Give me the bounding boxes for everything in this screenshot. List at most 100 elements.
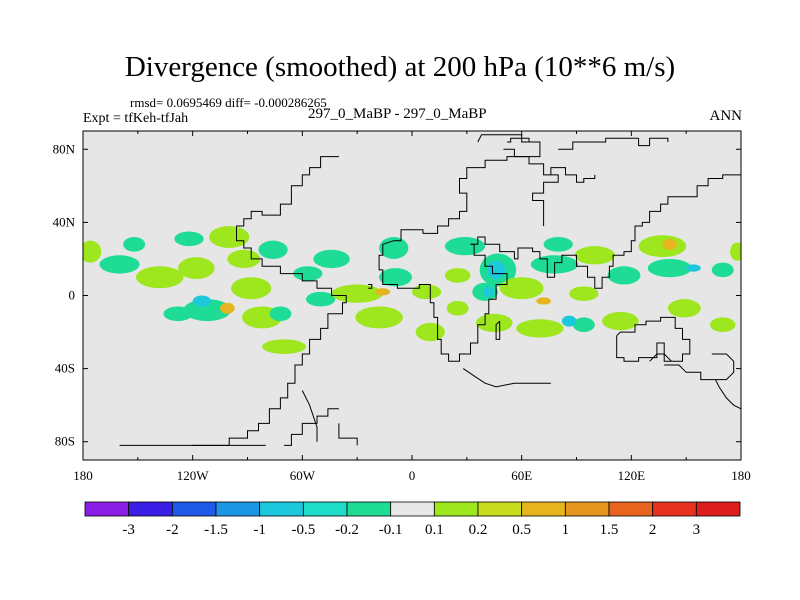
coastline [378,240,508,362]
divergence-contour [667,299,701,318]
x-tick-label: 120E [618,468,646,483]
x-tick-label: 60E [511,468,532,483]
divergence-contour [375,288,391,296]
divergence-contour [83,240,102,263]
colorbar-label: 1.5 [600,522,619,538]
case-label: 297_0_MaBP - 297_0_MaBP [308,106,487,122]
divergence-contour [475,313,513,333]
divergence-contour [569,286,599,301]
divergence-contour [313,249,350,269]
divergence-contour [483,286,495,298]
colorbar-box [171,501,217,517]
divergence-contour [572,317,595,333]
divergence-contour [499,277,544,300]
divergence-contour [516,319,564,338]
divergence-contour [262,339,306,354]
colorbar-box [521,501,566,517]
x-tick-label: 60W [290,468,316,483]
x-tick-label: 0 [409,468,416,483]
colorbar-box [390,501,435,517]
divergence-contour [379,237,409,259]
colorbar-label: 0.1 [425,522,444,538]
divergence-contour [444,237,486,256]
divergence-contour [258,240,288,259]
coastline [503,148,541,158]
coastline [393,156,559,242]
coastline [649,353,672,362]
divergence-contour [647,258,692,278]
divergence-contour [379,268,412,287]
experiment-label: Expt = tfKeh-tfJah [83,111,189,126]
colorbar-label: 3 [693,522,701,538]
colorbar-box [608,501,654,517]
coastline [301,390,318,442]
divergence-contour [561,315,577,327]
coastline [507,137,530,143]
coastline [664,364,741,410]
colorbar-box [346,501,392,517]
colorbar-label: -1 [253,522,266,538]
x-tick-label: 120W [177,468,210,483]
divergence-contour [99,255,140,274]
divergence-contour [355,306,403,329]
coastline [368,284,373,289]
colorbar-box [302,501,348,517]
divergence-contour [686,264,701,272]
divergence-contour [269,306,292,322]
y-tick-label: 80N [53,141,76,156]
coastline [470,174,741,289]
colorbar-box [84,501,130,517]
divergence-contour [293,266,323,281]
divergence-contour [607,266,641,285]
divergence-contour [231,277,272,300]
divergence-contour [123,237,146,252]
colorbar-label: 1 [562,522,570,538]
colorbar-label: -2 [166,522,179,538]
colorbar-label: -3 [122,522,135,538]
colorbar-box [695,501,741,517]
colorbar-box [259,501,304,517]
colorbar-box [433,501,479,517]
divergence-contour [444,268,471,283]
coastline [711,353,735,381]
divergence-contour [136,266,184,289]
coastline [558,137,639,150]
divergence-contour [192,295,211,307]
coastline [284,408,339,446]
plot-background [83,131,741,460]
divergence-contour [709,317,736,333]
colorbar-box [652,501,697,517]
colorbar-label: -0.5 [291,522,315,538]
divergence-contour [220,302,235,314]
divergence-contour [331,284,383,303]
colorbar-box [564,501,610,517]
coastline [338,423,358,446]
colorbar-label: -1.5 [204,522,228,538]
coastline [638,137,669,147]
stats-label: rmsd= 0.0695469 diff= -0.000286265 [130,95,327,110]
colorbar-label: 2 [649,522,657,538]
season-label: ANN [709,108,743,124]
coastline [550,167,596,183]
divergence-contour [163,306,193,322]
colorbar-label: 0.2 [469,522,488,538]
y-tick-label: 0 [69,288,76,303]
x-tick-label: 180 [73,468,93,483]
divergence-contour [638,235,687,258]
y-tick-label: 40N [53,214,76,229]
colorbar-box [215,501,261,517]
divergence-contour [602,311,639,331]
colorbar-box [477,501,523,517]
colorbar-box [128,501,173,517]
divergence-contour [209,226,250,248]
divergence-contour [730,242,741,261]
divergence-contour [174,231,204,247]
divergence-contour [543,237,573,252]
colorbar-label: -0.2 [335,522,359,538]
coastline [495,320,501,340]
x-tick-label: 180 [731,468,751,483]
divergence-contour [536,297,551,305]
colorbar-label: -0.1 [379,522,403,538]
divergence-contour [227,249,261,269]
